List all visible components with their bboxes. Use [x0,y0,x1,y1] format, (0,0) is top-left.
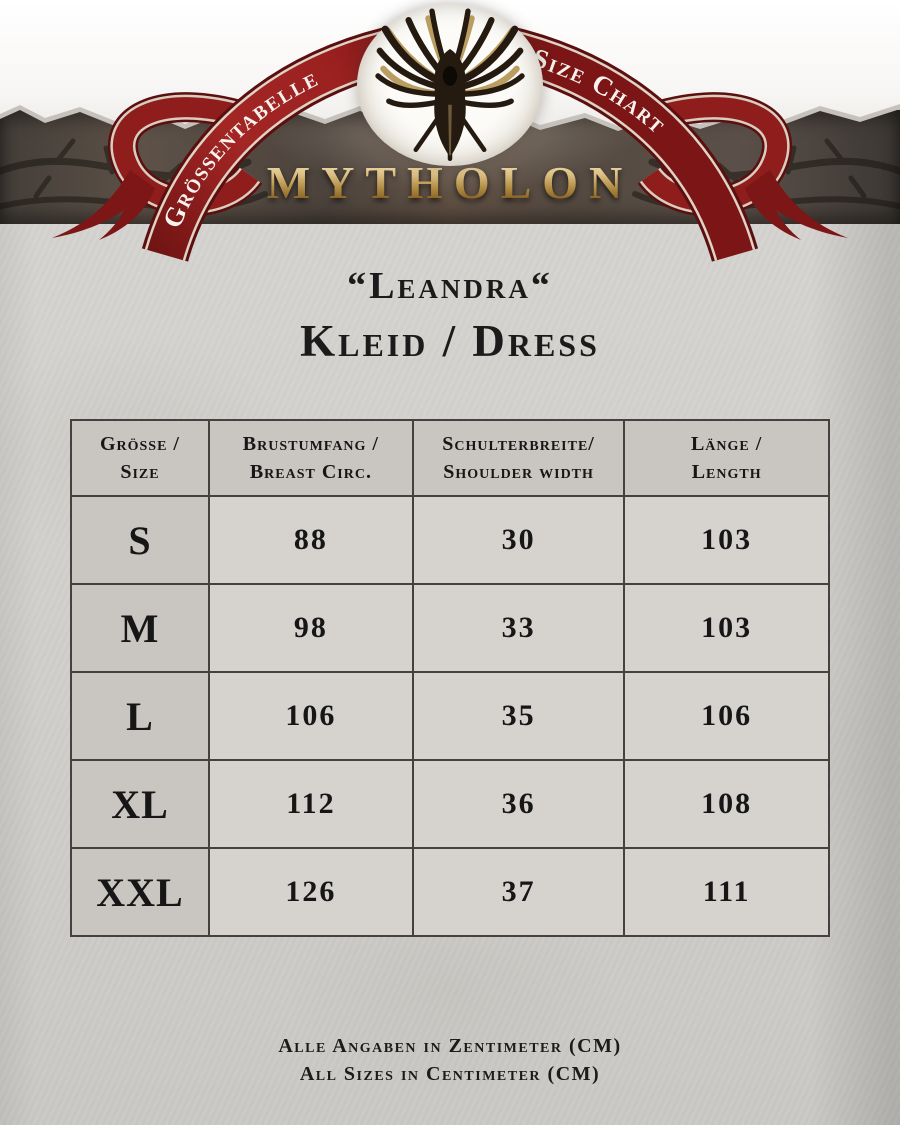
shoulder-cell: 36 [411,759,626,849]
product-type: Kleid / Dress [300,316,600,366]
size-cell: XL [70,759,210,849]
table-row: L 106 35 106 [70,671,830,761]
shoulder-cell: 35 [411,671,626,761]
winged-reaper-icon [375,8,525,162]
product-title: “Leandra“ Kleid / Dress [0,264,900,367]
length-cell: 111 [623,847,830,937]
col-header-size: Grösse / Size [70,419,210,497]
emblem-badge [357,4,543,166]
size-table: Grösse / Size Brustumfang / Breast Circ.… [70,419,830,937]
units-note-de: Alle Angaben in Zentimeter (CM) [278,1035,622,1057]
breast-cell: 112 [207,759,414,849]
table-row: XL 112 36 108 [70,759,830,849]
col-header-shoulder: Schulterbreite/ Shoulder width [411,419,626,497]
length-cell: 108 [623,759,830,849]
length-cell: 106 [623,671,830,761]
size-cell: M [70,583,210,673]
breast-cell: 98 [207,583,414,673]
units-note: Alle Angaben in Zentimeter (CM) All Size… [0,1032,900,1088]
table-row: M 98 33 103 [70,583,830,673]
col-header-length: Länge / Length [623,419,830,497]
col-header-breast: Brustumfang / Breast Circ. [207,419,414,497]
breast-cell: 126 [207,847,414,937]
shoulder-cell: 33 [411,583,626,673]
length-cell: 103 [623,583,830,673]
table-row: XXL 126 37 111 [70,847,830,937]
units-note-en: All Sizes in Centimeter (CM) [299,1063,601,1085]
breast-cell: 106 [207,671,414,761]
shoulder-cell: 30 [411,495,626,585]
size-cell: L [70,671,210,761]
shoulder-cell: 37 [411,847,626,937]
size-cell: XXL [70,847,210,937]
size-cell: S [70,495,210,585]
breast-cell: 88 [207,495,414,585]
table-header-row: Grösse / Size Brustumfang / Breast Circ.… [70,419,830,497]
table-row: S 88 30 103 [70,495,830,585]
product-name: “Leandra“ [347,265,553,307]
length-cell: 103 [623,495,830,585]
